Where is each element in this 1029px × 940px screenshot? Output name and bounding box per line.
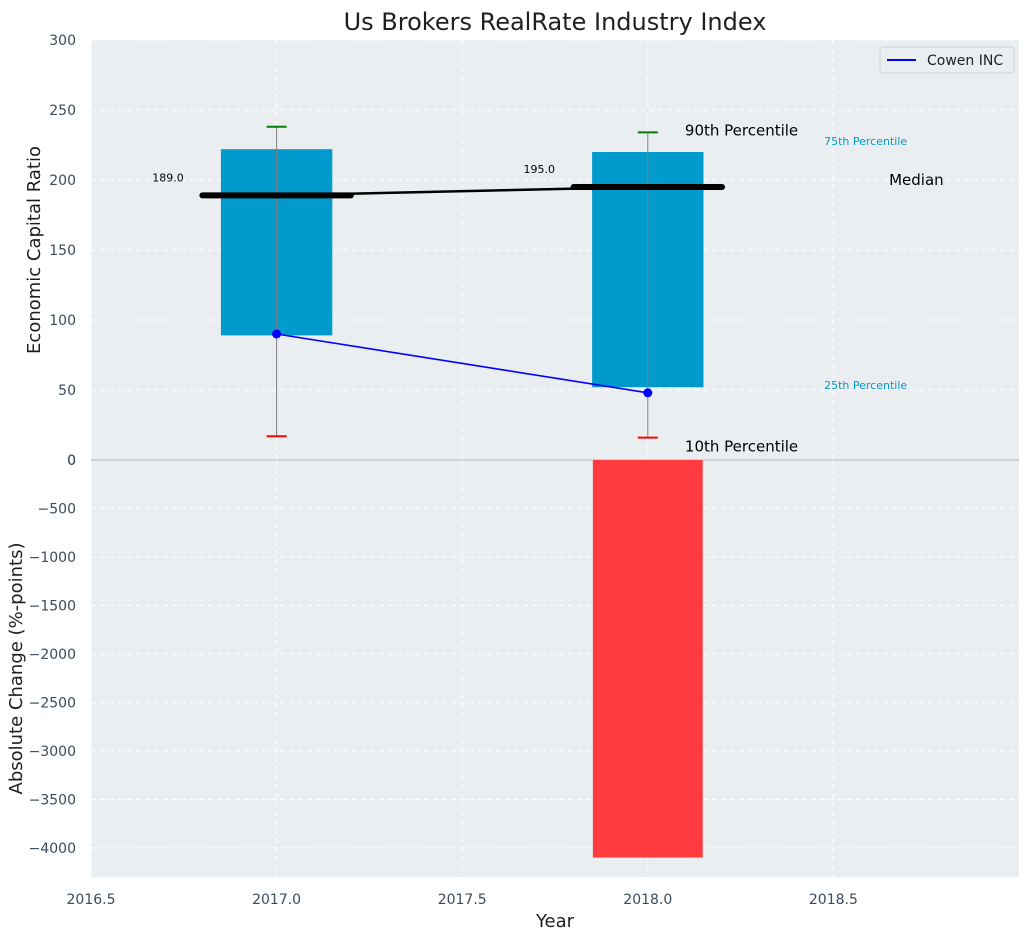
bottom-y-tick-label: −3500 xyxy=(29,792,76,808)
annotation-p10: 10th Percentile xyxy=(685,438,798,456)
legend-box xyxy=(879,46,1015,74)
x-tick-label: 2018.5 xyxy=(809,892,858,908)
median-value-label: 195.0 xyxy=(524,163,556,176)
top-y-tick-label: 150 xyxy=(49,243,76,259)
percentile-annotations: 90th Percentile 75th Percentile Median 2… xyxy=(685,121,944,455)
series-point xyxy=(272,329,282,339)
legend-entry-cowen-inc: Cowen INC xyxy=(927,53,1003,69)
legend: Cowen INC xyxy=(879,46,1015,74)
top-panel: 0 50 100 150 200 250 300 189.0 195.0 90th Perce… xyxy=(24,33,1019,469)
bottom-y-tick-label: −1500 xyxy=(29,598,76,614)
x-tick-label: 2016.5 xyxy=(67,892,116,908)
annotation-p90: 90th Percentile xyxy=(685,121,798,139)
top-y-tick-label: 100 xyxy=(49,313,76,329)
top-y-tick-label: 300 xyxy=(49,33,76,49)
bottom-y-axis-label: Absolute Change (%-points) xyxy=(6,543,27,795)
bottom-y-tick-label: −2500 xyxy=(29,695,76,711)
annotation-median: Median xyxy=(889,171,944,189)
annotation-p75: 75th Percentile xyxy=(824,135,907,148)
chart-title: Us Brokers RealRate Industry Index xyxy=(344,8,767,36)
x-tick-labels: 2016.5 2017.0 2017.5 2018.0 2018.5 xyxy=(67,892,858,908)
annotation-p25: 25th Percentile xyxy=(824,379,907,392)
top-y-tick-labels: 0 50 100 150 200 250 300 xyxy=(49,33,76,469)
top-y-tick-label: 250 xyxy=(49,103,76,119)
bottom-y-tick-label: −1000 xyxy=(29,550,76,566)
change-bar xyxy=(592,460,703,858)
x-tick-label: 2018.0 xyxy=(623,892,672,908)
bottom-y-tick-label: −3000 xyxy=(29,744,76,760)
top-y-tick-label: 50 xyxy=(58,383,76,399)
top-y-axis-label: Economic Capital Ratio xyxy=(24,146,45,354)
bottom-y-tick-label: −2000 xyxy=(29,647,76,663)
x-axis-label: Year xyxy=(535,911,575,932)
bottom-y-tick-label: −500 xyxy=(38,501,76,517)
series-line-cowen-inc xyxy=(276,333,648,394)
bottom-y-tick-labels: −4000 −3500 −3000 −2500 −2000 −1500 −1000 −500 0 xyxy=(29,453,76,857)
bar-group xyxy=(592,460,703,858)
series-point xyxy=(643,388,653,398)
bottom-plot-background xyxy=(91,460,1019,877)
median-trend-line xyxy=(276,185,648,197)
top-y-tick-label: 0 xyxy=(67,453,76,469)
median-value-label: 189.0 xyxy=(152,171,184,184)
x-tick-label: 2017.5 xyxy=(438,892,487,908)
bottom-grid xyxy=(90,459,1019,877)
box-plot-group: 189.0 195.0 xyxy=(152,125,726,439)
bottom-y-tick-label: 0 xyxy=(67,453,76,469)
series-group xyxy=(272,329,653,398)
bottom-panel: −4000 −3500 −3000 −2500 −2000 −1500 −1000 −500 0… xyxy=(6,453,1019,932)
x-tick-label: 2017.0 xyxy=(252,892,301,908)
top-y-tick-label: 200 xyxy=(49,173,76,189)
bottom-y-tick-label: −4000 xyxy=(29,841,76,857)
